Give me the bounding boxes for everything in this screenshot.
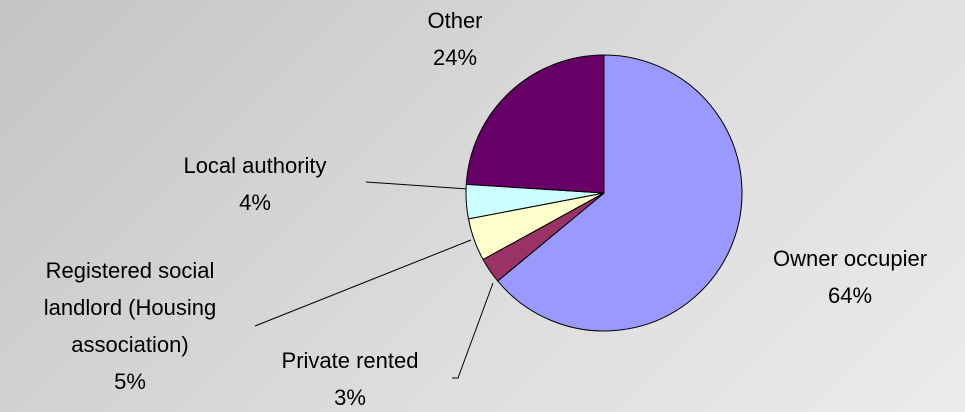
value-label: 24% [432, 45, 478, 70]
value-label: 4% [239, 190, 271, 215]
category-name: Local authority [183, 153, 327, 178]
slice-label: Owner occupier 64% [773, 240, 927, 314]
slice-label: Local authority 4% [183, 147, 326, 221]
leader-line [365, 181, 469, 190]
slices [465, 54, 743, 332]
pie-slice [496, 54, 743, 332]
category-name: Private rented [281, 348, 419, 373]
leader-line [254, 239, 472, 327]
slice-label: Other 24% [427, 2, 482, 76]
category-name: Other [427, 8, 483, 33]
pie-slice [465, 54, 605, 194]
leader-line [452, 282, 494, 379]
category-name: Owner occupier [772, 246, 928, 271]
slice-label: Private rented 3% [282, 342, 419, 412]
slice-label: Registered social landlord (Housing asso… [44, 252, 216, 400]
category-name: Registered social landlord (Housing asso… [43, 258, 217, 357]
value-label: 64% [827, 283, 873, 308]
value-label: 3% [334, 385, 366, 410]
value-label: 5% [114, 369, 146, 394]
